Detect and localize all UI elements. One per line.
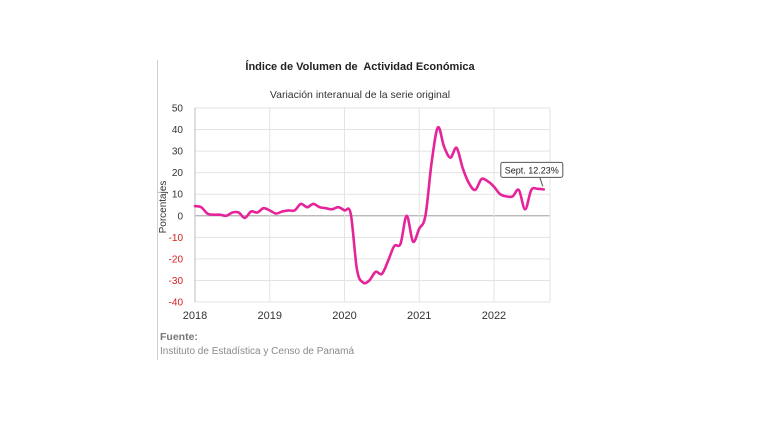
y-tick-label: 0 bbox=[177, 211, 183, 222]
series-line bbox=[193, 126, 546, 285]
source-label: Fuente: bbox=[160, 331, 198, 343]
x-tick-label: 2022 bbox=[482, 310, 506, 322]
left-border-rule bbox=[157, 60, 158, 360]
y-tick-label: -10 bbox=[169, 233, 184, 244]
x-tick-label: 2018 bbox=[183, 310, 207, 322]
x-tick-labels: 2018 2019 2020 2021 2022 bbox=[183, 310, 506, 322]
y-tick-label: 50 bbox=[172, 104, 184, 115]
source-text: Instituto de Estadística y Censo de Pana… bbox=[160, 346, 354, 357]
chart-subtitle: Variación interanual de la serie origina… bbox=[269, 89, 451, 101]
annotation-pointer bbox=[539, 177, 544, 187]
annotation-callout: Sept. 12.23% bbox=[500, 161, 564, 187]
y-tick-label: 20 bbox=[172, 168, 184, 179]
x-tick-label: 2019 bbox=[257, 310, 281, 322]
annotation-label: Sept. 12.23% bbox=[505, 165, 559, 175]
y-tick-label: -30 bbox=[169, 276, 184, 287]
y-tick-label: 30 bbox=[172, 147, 184, 158]
chart-title: Índice de Volumen de Actividad Económica bbox=[245, 61, 475, 73]
y-tick-label: -20 bbox=[169, 254, 184, 265]
y-axis-label: Porcentajes bbox=[158, 181, 169, 234]
annotation-box bbox=[500, 161, 564, 178]
x-tick-label: 2020 bbox=[332, 310, 356, 322]
y-tick-label: -40 bbox=[169, 298, 184, 309]
y-tick-label: 40 bbox=[172, 125, 184, 136]
x-tick-label: 2021 bbox=[407, 310, 431, 322]
y-tick-label: 10 bbox=[172, 190, 184, 201]
grid-lines bbox=[194, 107, 551, 303]
y-tick-labels: 50 40 30 20 10 0 -10 -20 -30 -40 bbox=[169, 104, 184, 309]
